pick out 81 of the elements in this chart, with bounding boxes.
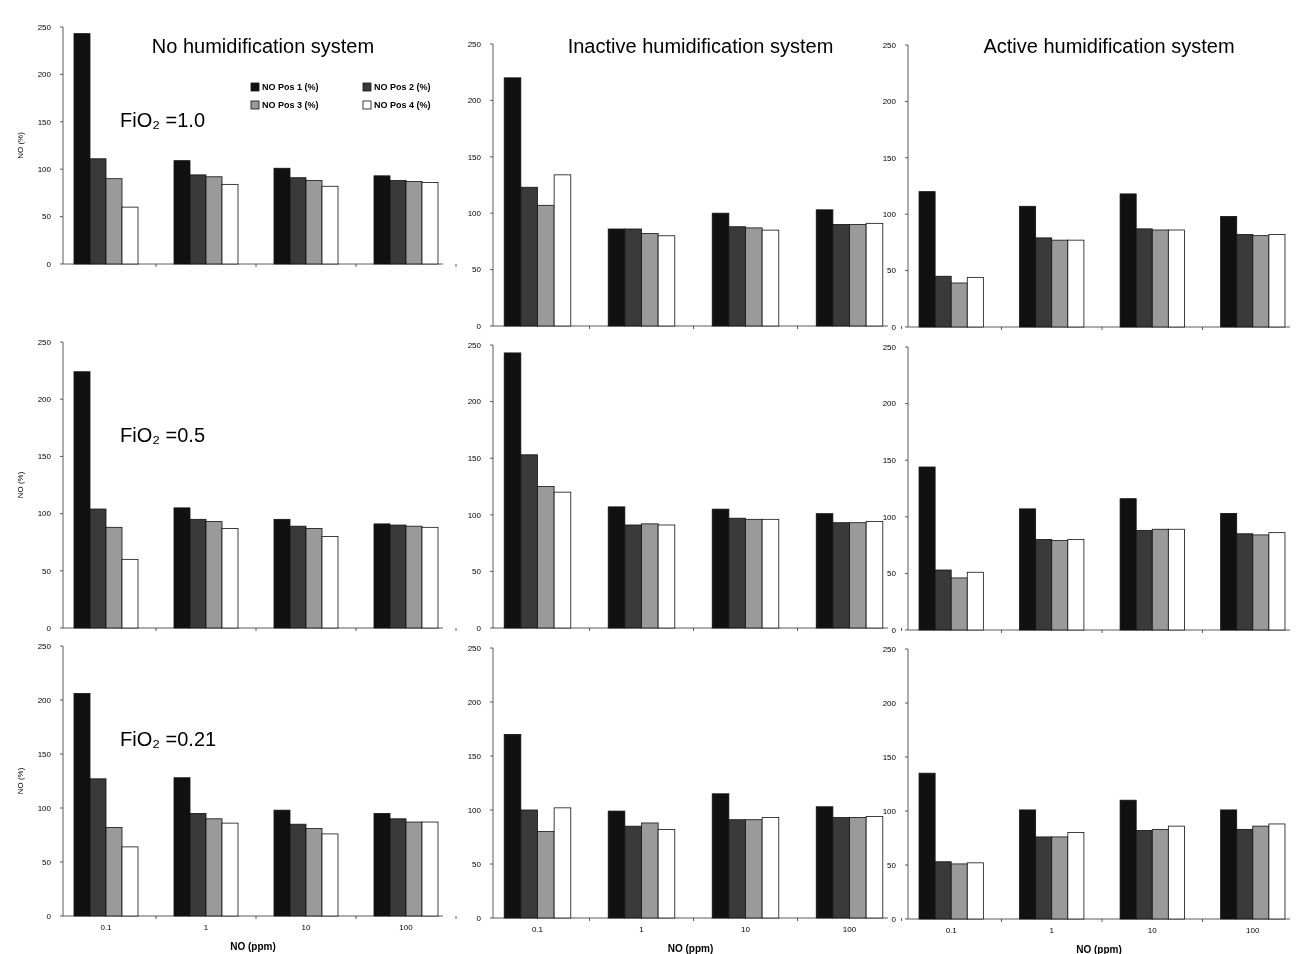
y-tick-label: 150 [37, 117, 52, 127]
y-tick-label: 0 [891, 914, 897, 924]
x-tick-label: 100 [1246, 926, 1261, 935]
y-tick-label: 50 [887, 860, 897, 870]
x-axis-title: NO (ppm) [230, 941, 276, 952]
chart-title: Active humidification system [983, 35, 1235, 57]
annotation: FiO₂ =0.5 [120, 424, 206, 446]
y-tick-label: 150 [467, 454, 482, 463]
y-tick-label: 250 [882, 644, 897, 654]
y-tick-label: 0 [891, 625, 897, 635]
y-tick-label: 150 [882, 456, 897, 465]
y-tick-label: 0 [46, 911, 52, 921]
x-tick-label: 1 [203, 923, 209, 932]
y-tick-label: 250 [882, 342, 897, 352]
y-tick-label: 100 [467, 510, 482, 520]
annotation: FiO₂ =0.21 [120, 728, 217, 750]
y-tick-label: 50 [42, 857, 52, 867]
y-tick-label: 50 [887, 266, 897, 276]
legend-label: NO Pos 4 (%) [374, 100, 431, 111]
y-tick-label: 200 [37, 70, 52, 80]
y-tick-label: 50 [472, 265, 482, 275]
y-tick-label: 250 [467, 643, 482, 653]
annotation: FiO₂ =1.0 [120, 109, 206, 131]
y-tick-label: 200 [882, 399, 897, 409]
y-tick-label: 150 [882, 153, 897, 163]
y-tick-label: 100 [37, 165, 52, 174]
y-tick-label: 150 [467, 152, 482, 162]
y-tick-label: 250 [882, 40, 897, 50]
y-tick-label: 100 [37, 803, 52, 813]
x-tick-label: 100 [399, 923, 414, 932]
y-tick-label: 0 [891, 322, 897, 332]
y-tick-label: 0 [46, 259, 52, 269]
y-tick-label: 100 [467, 805, 482, 815]
y-tick-label: 200 [37, 695, 52, 705]
y-tick-label: 50 [472, 859, 482, 869]
y-axis-title: NO (%) [16, 767, 25, 795]
legend-label: NO Pos 2 (%) [374, 82, 431, 93]
y-tick-label: 250 [37, 337, 52, 347]
y-tick-label: 200 [467, 397, 482, 407]
x-tick-label: 10 [741, 925, 751, 934]
y-tick-label: 100 [882, 512, 897, 522]
x-axis-title: NO (ppm) [667, 943, 714, 954]
y-tick-label: 150 [467, 751, 482, 761]
y-tick-label: 150 [37, 749, 52, 759]
x-tick-label: 10 [301, 923, 311, 932]
y-tick-label: 250 [37, 641, 52, 651]
y-tick-label: 100 [882, 806, 897, 816]
y-tick-label: 150 [882, 752, 897, 762]
chart-title: No humidification system [151, 35, 375, 57]
y-tick-label: 100 [467, 209, 482, 218]
y-tick-label: 50 [42, 212, 52, 222]
y-tick-label: 200 [882, 698, 897, 708]
y-tick-label: 200 [467, 697, 482, 707]
x-tick-label: 0.1 [100, 923, 113, 932]
y-tick-label: 150 [37, 452, 52, 462]
y-tick-label: 0 [476, 913, 482, 923]
x-tick-label: 100 [842, 925, 857, 934]
y-tick-label: 250 [467, 340, 482, 350]
y-tick-label: 250 [467, 39, 482, 49]
chart-title: Inactive humidification system [567, 35, 834, 57]
x-tick-label: 0.1 [531, 925, 544, 934]
legend-label: NO Pos 3 (%) [262, 100, 319, 111]
y-axis-title: NO (%) [16, 471, 25, 499]
y-tick-label: 100 [882, 210, 897, 219]
y-tick-label: 200 [882, 97, 897, 107]
x-tick-label: 0.1 [945, 926, 958, 935]
legend-label: NO Pos 1 (%) [262, 82, 319, 93]
y-tick-label: 200 [467, 96, 482, 106]
y-tick-label: 100 [37, 509, 52, 519]
y-tick-label: 0 [46, 623, 52, 633]
y-tick-label: 0 [476, 623, 482, 633]
x-tick-label: 1 [639, 925, 645, 934]
y-tick-label: 50 [42, 566, 52, 576]
x-tick-label: 1 [1049, 926, 1055, 935]
y-tick-label: 50 [472, 567, 482, 577]
x-tick-label: 10 [1147, 926, 1158, 935]
y-tick-label: 200 [37, 395, 52, 404]
y-axis-title: NO (%) [16, 131, 25, 159]
y-tick-label: 50 [887, 569, 897, 579]
y-tick-label: 250 [37, 22, 52, 32]
y-tick-label: 0 [476, 321, 482, 331]
